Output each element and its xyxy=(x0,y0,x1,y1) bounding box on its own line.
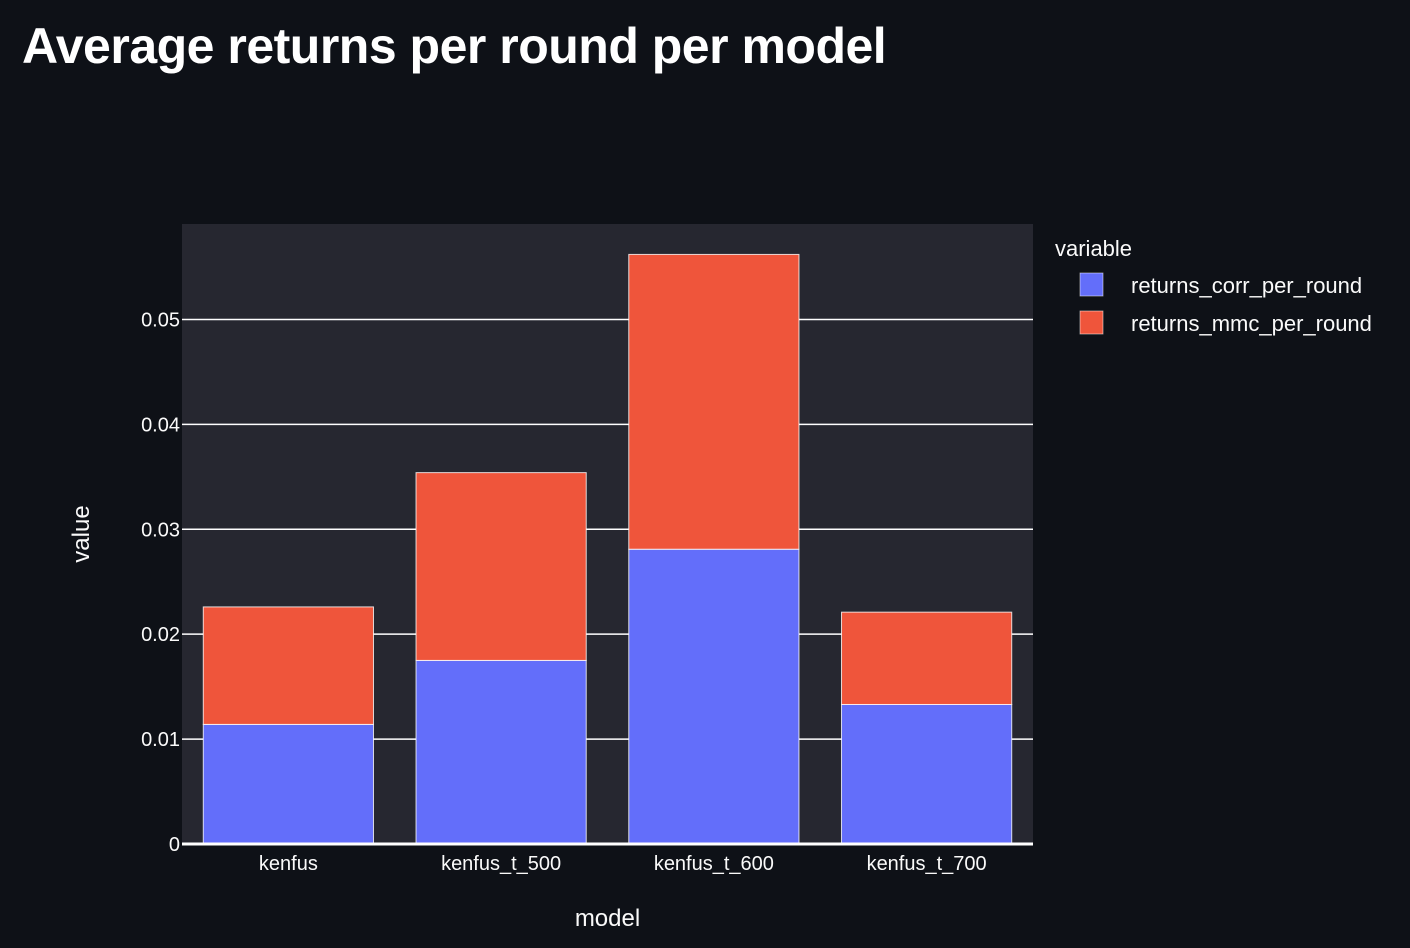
legend-title: variable xyxy=(1055,236,1132,261)
bar-returns_mmc_per_round-kenfus_t_600[interactable] xyxy=(628,253,800,550)
y-tick-label: 0.05 xyxy=(141,309,180,331)
y-tick-label: 0.02 xyxy=(141,624,180,646)
bar-returns_corr_per_round-kenfus_t_700[interactable] xyxy=(841,703,1013,845)
x-tick-label: kenfus_t_700 xyxy=(867,853,987,875)
bar-returns_mmc_per_round-kenfus_t_700[interactable] xyxy=(841,611,1013,705)
bar-returns_corr_per_round-kenfus[interactable] xyxy=(202,723,374,845)
x-tick-label: kenfus_t_600 xyxy=(654,853,774,875)
bar-returns_mmc_per_round-kenfus_t_500[interactable] xyxy=(415,472,587,661)
x-tick-labels: kenfus kenfus_t_500 kenfus_t_600 kenfus_t_7… xyxy=(259,853,987,875)
y-tick-label: 0.03 xyxy=(141,519,180,541)
legend-item-returns_mmc_per_round[interactable]: returns_mmc_per_round xyxy=(1131,311,1372,336)
x-tick-label: kenfus_t_500 xyxy=(441,853,561,875)
y-tick-label: 0 xyxy=(169,834,180,856)
legend-item-returns_corr_per_round[interactable]: returns_corr_per_round xyxy=(1131,273,1362,298)
bar-returns_corr_per_round-kenfus_t_500[interactable] xyxy=(415,659,587,845)
y-tick-label: 0.04 xyxy=(141,414,180,436)
x-axis-title: model xyxy=(575,905,640,932)
legend[interactable]: variable returns_corr_per_round returns_m… xyxy=(1055,236,1372,336)
page-title: Average returns per round per model xyxy=(22,18,887,74)
x-tick-label: kenfus xyxy=(259,853,318,875)
y-axis-title: value xyxy=(68,505,95,562)
bar-returns_mmc_per_round-kenfus[interactable] xyxy=(202,606,374,725)
bars xyxy=(202,253,1013,845)
legend-swatch[interactable] xyxy=(1079,272,1104,297)
legend-swatch[interactable] xyxy=(1079,310,1104,335)
bar-returns_corr_per_round-kenfus_t_600[interactable] xyxy=(628,548,800,845)
y-tick-label: 0.01 xyxy=(141,729,180,751)
y-tick-labels: 0 0.01 0.02 0.03 0.04 0.05 xyxy=(141,309,180,856)
